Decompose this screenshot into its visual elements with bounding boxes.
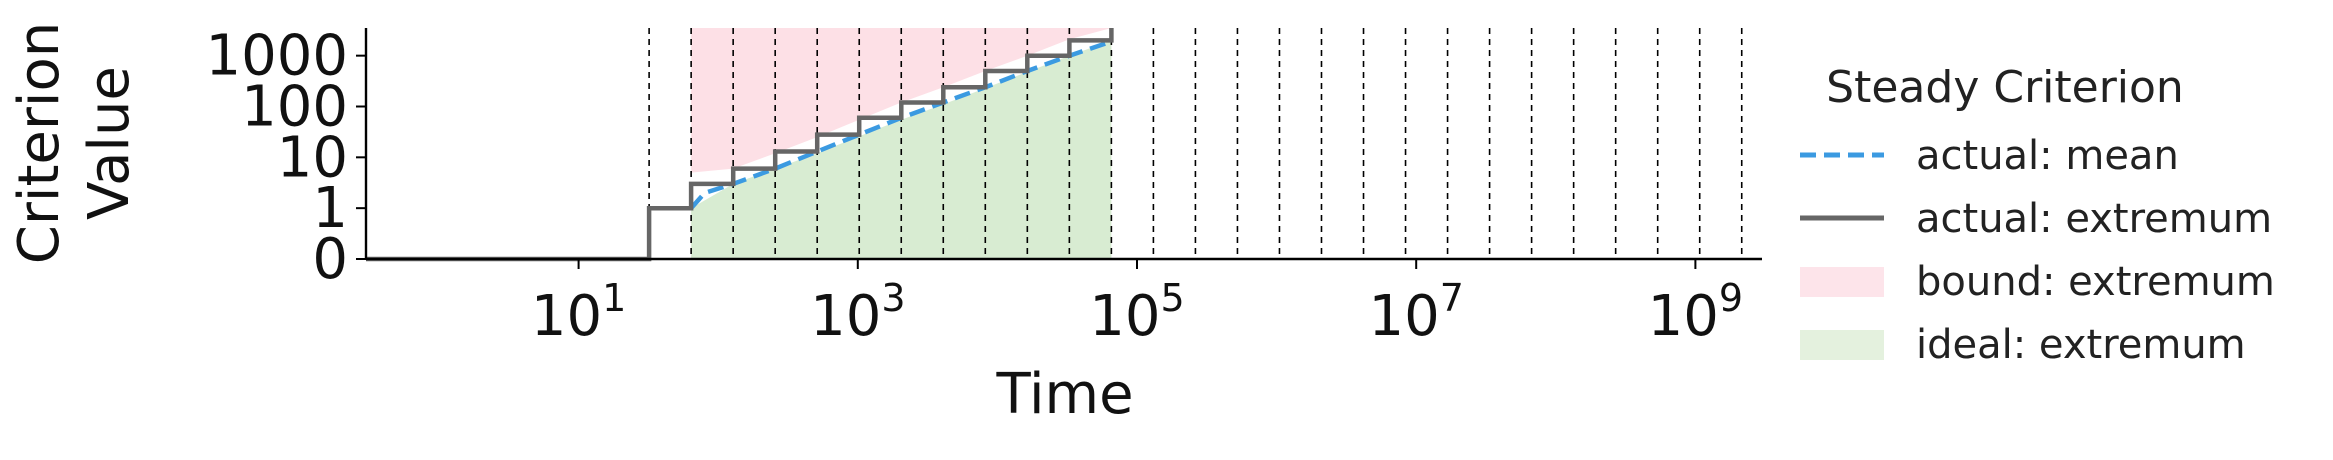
legend: Steady Criterion actual: mean actual: ext… [1800,62,2275,368]
legend-entry: ideal: extremum [1800,322,2246,368]
x-tick-label: 105 [1089,276,1184,349]
x-axis-ticks: 101 103 105 107 109 [531,259,1743,349]
legend-swatch-patch [1800,267,1884,297]
x-tick-label: 103 [810,276,905,349]
plot-area [366,28,1742,259]
legend-entry: actual: extremum [1800,196,2272,242]
y-tick-label: 1000 [205,24,348,89]
y-axis-label-line2: Value [77,66,142,220]
area-fills [366,28,1111,259]
x-tick-label: 109 [1648,276,1743,349]
x-tick-label: 107 [1368,276,1463,349]
x-tick-label: 101 [531,276,626,349]
x-axis-label: Time [995,362,1133,427]
legend-entry: bound: extremum [1800,259,2275,305]
legend-label: ideal: extremum [1916,322,2246,368]
legend-swatch-patch [1800,330,1884,360]
legend-entry: actual: mean [1800,133,2179,179]
legend-title: Steady Criterion [1826,62,2184,113]
legend-label: actual: extremum [1916,196,2272,242]
legend-label: actual: mean [1916,133,2179,179]
y-axis-label-line1: Criterion [7,22,72,264]
legend-label: bound: extremum [1916,259,2275,305]
